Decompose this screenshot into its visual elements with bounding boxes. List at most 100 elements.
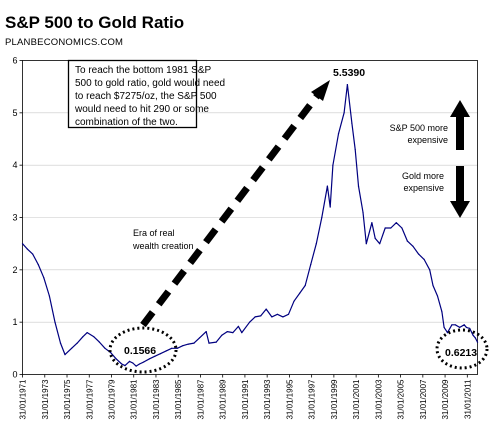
data-point (193, 342, 195, 344)
y-tick-label: 0 (12, 370, 17, 380)
data-point (351, 122, 353, 124)
data-point (443, 326, 445, 328)
era-text-line-2: wealth creation (132, 241, 194, 251)
data-point (299, 292, 301, 294)
data-point (21, 243, 24, 245)
data-point (232, 332, 234, 334)
note-line-5: combination of the two. (75, 117, 178, 128)
data-point (93, 336, 95, 338)
data-point (293, 300, 295, 302)
x-tick-label: 31/01/2009 (441, 379, 450, 420)
data-point (418, 253, 420, 255)
low-value-label: 0.1566 (124, 345, 156, 357)
plot-frame (22, 60, 478, 375)
data-point (124, 365, 126, 367)
x-tick-label: 31/01/1981 (130, 379, 139, 420)
data-point (64, 354, 66, 356)
x-tick-label: 31/01/1985 (174, 379, 183, 420)
data-point (76, 342, 78, 344)
data-point (32, 253, 34, 255)
up-arrow-head (450, 100, 470, 117)
data-point (115, 358, 117, 360)
y-tick-label: 2 (12, 265, 17, 275)
data-point (412, 245, 414, 247)
data-point (237, 325, 239, 327)
down-text-line-1: Gold more (402, 171, 444, 181)
up-text-line-1: S&P 500 more (390, 123, 448, 133)
series-layer (21, 84, 479, 367)
data-point (54, 321, 56, 323)
note-box (67, 59, 198, 129)
data-point (221, 334, 223, 336)
x-tick-label: 31/01/2005 (397, 379, 406, 420)
y-tick-label: 3 (12, 213, 17, 223)
data-point (374, 237, 376, 239)
data-point (465, 326, 467, 328)
note-line-4: would need to hit 290 or some (74, 104, 209, 115)
data-point (384, 227, 386, 229)
up-text-line-2: expensive (407, 135, 448, 145)
data-point (476, 341, 479, 343)
x-tick-label: 31/01/1973 (41, 379, 50, 420)
data-point (446, 332, 449, 334)
data-point (110, 351, 112, 354)
x-tick-label: 31/01/1999 (330, 379, 339, 420)
chart-title: S&P 500 to Gold Ratio (5, 13, 184, 32)
data-point (215, 341, 217, 343)
data-point (365, 243, 367, 245)
data-point (128, 360, 131, 362)
data-point (423, 258, 425, 260)
dashed-arrow-head (311, 80, 330, 101)
data-point (198, 337, 201, 339)
data-point (143, 361, 145, 363)
y-tick-label: 6 (12, 56, 17, 66)
data-point (337, 133, 340, 135)
data-point (132, 362, 134, 364)
data-point (82, 336, 84, 338)
data-point (401, 227, 403, 229)
data-point (441, 311, 443, 313)
data-point (187, 343, 189, 345)
end-value-label: 0.6213 (445, 347, 477, 359)
data-point (37, 264, 39, 266)
down-arrow-head (450, 201, 470, 218)
low-point-circle (108, 326, 178, 374)
x-tick-label: 31/01/1983 (152, 379, 161, 420)
data-point (226, 331, 228, 333)
x-tick-label: 31/01/2003 (374, 379, 383, 420)
data-point (98, 341, 100, 343)
down-arrow-shaft (456, 166, 464, 201)
data-point (326, 185, 328, 187)
series-line (22, 84, 479, 367)
x-tick-label: 31/01/1991 (241, 379, 250, 420)
data-point (260, 315, 262, 317)
data-point (436, 295, 439, 297)
data-point (138, 363, 141, 365)
x-axis: 31/01/1971 31/01/1973 31/01/1975 31/01/1977… (19, 374, 472, 420)
data-point (454, 324, 456, 326)
end-point-circle (435, 328, 489, 370)
data-point (104, 347, 106, 349)
data-point (71, 347, 73, 349)
data-point (43, 277, 45, 279)
data-point (148, 358, 151, 360)
data-point (315, 243, 317, 245)
data-point (362, 211, 364, 213)
data-point (329, 206, 331, 208)
x-tick-label: 31/01/1995 (285, 379, 294, 420)
data-point (474, 337, 476, 339)
data-point (406, 240, 408, 242)
x-tick-label: 31/01/1979 (107, 379, 116, 420)
data-point (48, 295, 51, 297)
data-point (287, 313, 290, 315)
data-point (459, 326, 461, 328)
data-point (304, 284, 306, 287)
data-point (276, 313, 278, 315)
data-point (371, 222, 373, 224)
data-point (249, 321, 251, 323)
data-point (86, 332, 88, 334)
y-tick-label: 5 (12, 108, 17, 118)
x-tick-label: 31/01/1993 (263, 379, 272, 420)
dashed-arrow (140, 89, 323, 328)
